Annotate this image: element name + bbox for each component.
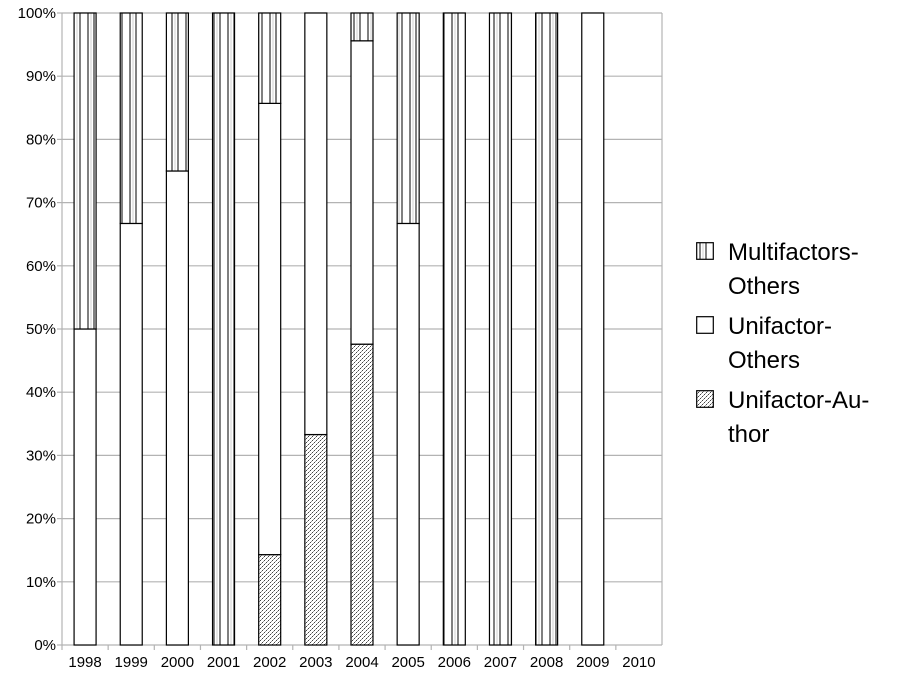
x-tick-label-2007: 2007 <box>484 654 517 671</box>
y-tick-label: 50% <box>26 321 56 338</box>
x-tick-label-2005: 2005 <box>391 654 424 671</box>
y-tick-label: 100% <box>18 5 56 22</box>
x-tick-label-2008: 2008 <box>530 654 563 671</box>
legend: Multifactors- Others Unifactor- Others Uni… <box>696 236 901 458</box>
bar-2006-multifactors-others <box>442 12 466 646</box>
y-tick-label: 20% <box>26 511 56 528</box>
x-tick-label-2010: 2010 <box>622 654 655 671</box>
bar-2008-multifactors-others <box>535 12 559 646</box>
bar-1999-unifactor-others <box>119 222 143 646</box>
x-tick-label-1999: 1999 <box>115 654 148 671</box>
y-tick-label: 40% <box>26 384 56 401</box>
y-tick-label: 0% <box>34 637 56 654</box>
bar-1999-multifactors-others <box>119 12 143 225</box>
bar-2003-unifactor-others <box>304 12 328 436</box>
legend-item-unifactor-others: Unifactor- Others <box>696 310 901 378</box>
bar-2000-multifactors-others <box>165 12 189 172</box>
bar-2007-multifactors-others <box>488 12 513 646</box>
axes: 0% 10% 20% 30% 40% 50% 60% 70% 80% 90% 100% 1998 199… <box>18 5 663 671</box>
bar-2002-unifactor-others <box>258 102 282 556</box>
x-tick-label-2006: 2006 <box>438 654 471 671</box>
bar-1998-multifactors-others <box>73 12 97 330</box>
y-tick-label: 80% <box>26 131 56 148</box>
y-tick-label: 60% <box>26 258 56 275</box>
legend-item-multifactors-others: Multifactors- Others <box>696 236 901 304</box>
x-tick-label-2009: 2009 <box>576 654 609 671</box>
legend-swatch-plain-white <box>696 316 714 334</box>
legend-swatch-vertical-stripes <box>696 242 714 260</box>
y-tick-label: 90% <box>26 68 56 85</box>
bar-2002-multifactors-others <box>258 12 282 104</box>
bar-2005-multifactors-others <box>396 12 420 225</box>
bar-2005-unifactor-others <box>396 222 420 646</box>
bars <box>73 12 605 646</box>
bar-2009-unifactor-others <box>581 12 605 646</box>
y-tick-label: 10% <box>26 574 56 591</box>
bar-1998-unifactor-others <box>73 328 97 646</box>
x-tick-label-2004: 2004 <box>345 654 378 671</box>
legend-label: Unifactor- Others <box>728 313 833 374</box>
x-tick-label-2002: 2002 <box>253 654 286 671</box>
legend-swatch-dotted-crosshatch <box>696 390 714 408</box>
bar-2004-multifactors-others <box>350 12 374 42</box>
y-tick-label: 30% <box>26 447 56 464</box>
y-tick-label: 70% <box>26 195 56 212</box>
x-tick-label-2000: 2000 <box>161 654 194 671</box>
legend-label: Multifactors- Others <box>728 239 859 300</box>
bar-2003-unifactor-author <box>304 433 328 646</box>
bar-2004-unifactor-others <box>350 40 374 345</box>
bar-2000-unifactor-others <box>165 170 189 646</box>
bar-2002-unifactor-author <box>258 554 282 646</box>
legend-item-unifactor-author: Unifactor-Au- thor <box>696 384 901 452</box>
legend-label: Unifactor-Au- thor <box>728 387 870 448</box>
x-tick-label-1998: 1998 <box>68 654 101 671</box>
x-tick-label-2003: 2003 <box>299 654 332 671</box>
bar-2004-unifactor-author <box>350 343 374 646</box>
x-tick-label-2001: 2001 <box>207 654 240 671</box>
bar-2001-multifactors-others <box>211 12 236 646</box>
